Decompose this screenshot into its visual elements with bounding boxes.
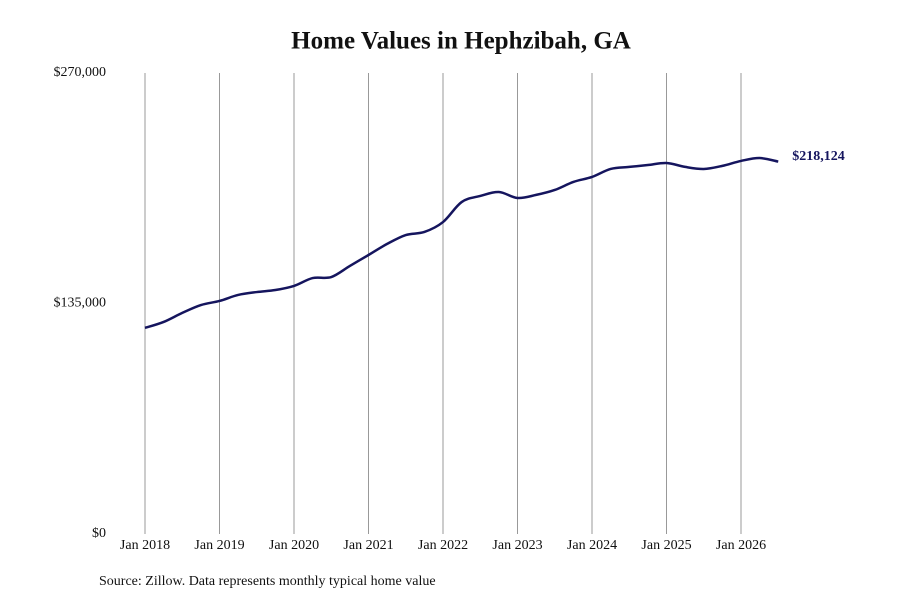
end-label: $218,124 [792,149,845,164]
x-tick-label: Jan 2025 [641,538,691,553]
x-tick-label: Jan 2018 [120,538,170,553]
x-tick-label: Jan 2021 [343,538,393,553]
line-series [144,156,779,330]
chart-title: Home Values in Hephzibah, GA [291,28,631,55]
x-tick-label: Jan 2019 [194,538,244,553]
y-tick-label: $135,000 [54,296,107,311]
x-tick-label: Jan 2020 [269,538,319,553]
x-tick-label: Jan 2026 [716,538,766,553]
source-note: Source: Zillow. Data represents monthly … [99,574,436,589]
x-tick-label: Jan 2022 [418,538,468,553]
y-tick-label: $270,000 [54,65,107,80]
x-tick-label: Jan 2023 [492,538,542,553]
x-tick-label: Jan 2024 [567,538,617,553]
y-tick-label: $0 [92,526,106,541]
